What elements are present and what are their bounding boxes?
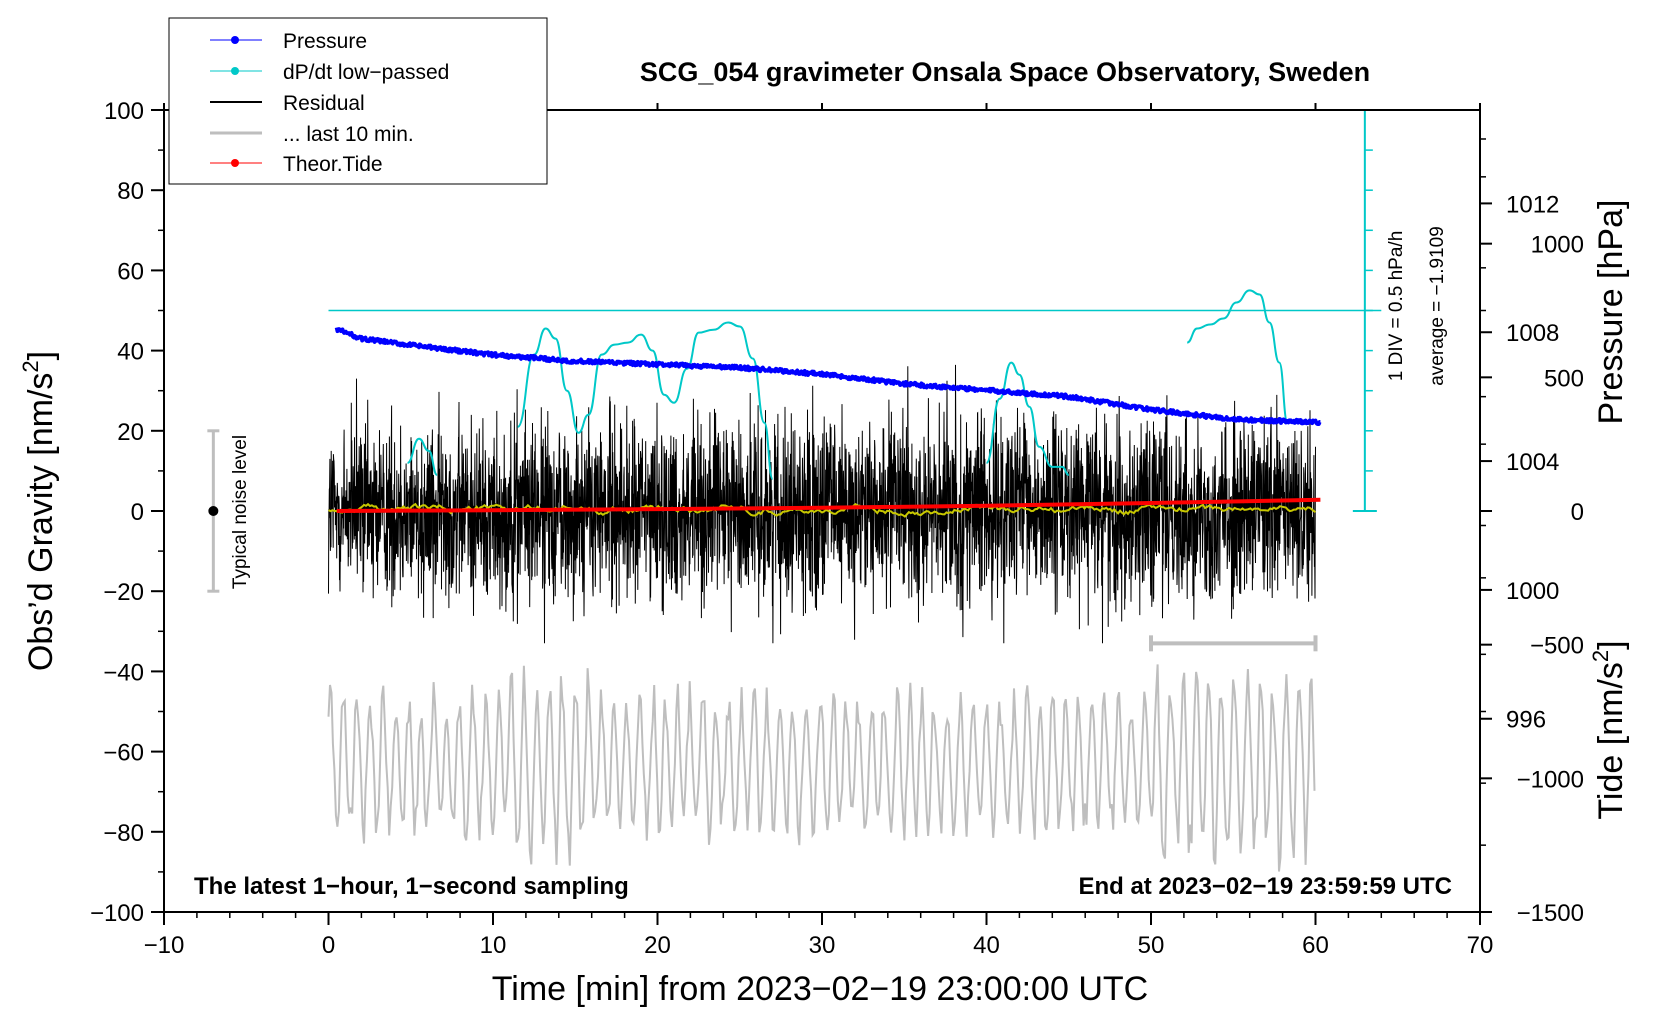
svg-text:Theor.Tide: Theor.Tide [283,153,383,176]
x-tick-label: 30 [809,932,836,959]
tide-axis-ticks: 1000 500 0 −500 −1000 −1500 [1480,176,1584,927]
y-tick-label: −40 [103,659,144,686]
noise-bar-center [208,506,219,516]
legend-marker-dpdt [231,67,239,75]
residual-smoothed-line [328,502,1317,518]
tide-tick-label: −500 [1530,633,1584,660]
legend-marker-pressure [231,36,239,44]
x-tick-label: 20 [644,932,671,959]
pressure-tick-label: 1000 [1506,578,1559,605]
theor-tide-series [336,497,1321,513]
x-tick-label: 60 [1302,932,1329,959]
pressure-tick-label: 1004 [1506,449,1559,476]
dpdt-series [407,289,1289,480]
last-10-min-series [327,664,1316,872]
legend-marker-tide [231,159,239,167]
svg-text:... last 10 min.: ... last 10 min. [283,123,414,146]
y-tick-label: −60 [103,740,144,767]
svg-text:Residual: Residual [283,92,365,115]
pressure-tick-label: 1008 [1506,320,1559,347]
pressure-tick-label: 1012 [1506,191,1559,218]
pressure-series [334,327,1322,426]
y-tick-label: −80 [103,820,144,847]
y-tick-label: −20 [103,579,144,606]
legend-item-tide: Theor.Tide [210,153,383,176]
legend: Pressure dP/dt low−passed Residual ... l… [168,17,548,185]
y-axis-left-ticks: 100 80 60 40 20 0 −20 −40 −60 −80 −100 [90,98,164,927]
end-time-note: End at 2023−02−19 23:59:59 UTC [1078,873,1452,900]
tide-tick-label: 500 [1544,365,1584,392]
y-tick-label: 80 [117,178,144,205]
y-tick-label: 100 [104,98,144,125]
y-tick-label: 0 [131,499,144,526]
y-tick-label: −100 [90,900,144,927]
x-tick-label: 70 [1467,932,1494,959]
x-axis-title: Time [min] from 2023−02−19 23:00:00 UTC [492,970,1148,1008]
legend-item-residual: Residual [210,92,365,115]
pressure-axis-ticks: 1012 1008 1004 1000 996 [1480,138,1559,784]
dpdt-line-segment [1186,289,1289,424]
x-tick-label: 10 [480,932,507,959]
theor-tide-line [336,497,1321,513]
last10-bracket [1149,635,1318,652]
x-tick-label: 0 [322,932,335,959]
legend-item-pressure: Pressure [210,30,367,53]
x-tick-label: −10 [144,932,185,959]
tide-tick-label: −1500 [1517,900,1584,927]
x-axis-ticks: −10 0 10 20 30 40 50 60 70 [144,103,1494,959]
last-10-min-line [327,664,1316,872]
y-axis-pressure-title: Pressure [hPa] [1592,200,1630,425]
y-tick-label: 20 [117,419,144,446]
svg-text:Pressure: Pressure [283,30,367,53]
legend-item-last10: ... last 10 min. [210,123,414,146]
y-tick-label: 60 [117,258,144,285]
dpdt-line-segment [407,437,439,476]
dpdt-line-segment [516,321,774,480]
pressure-tick-label: 996 [1506,707,1546,734]
legend-item-dpdt: dP/dt low−passed [210,61,449,84]
x-tick-label: 50 [1138,932,1165,959]
dpdt-average-label: average = −1.9109 [1427,226,1448,386]
chart-title: SCG_054 gravimeter Onsala Space Observat… [640,57,1370,87]
sampling-note: The latest 1−hour, 1−second sampling [194,873,629,900]
noise-level-bar [207,429,220,593]
tide-tick-label: 1000 [1531,232,1584,259]
y-tick-label: 40 [117,339,144,366]
dpdt-scale-label: 1 DIV = 0.5 hPa/h [1386,231,1407,382]
x-tick-label: 40 [973,932,1000,959]
tide-tick-label: 0 [1571,499,1584,526]
pressure-line [334,327,1322,426]
y-axis-left-title: Obs’d Gravity [nm/s2] [18,351,60,671]
residual-smoothed-series [328,502,1317,518]
y-axis-tide-title: Tide [nm/s2] [1588,640,1630,819]
dpdt-line-segment [985,361,1070,476]
svg-text:dP/dt low−passed: dP/dt low−passed [283,61,449,84]
noise-level-label: Typical noise level [230,435,251,589]
tide-tick-label: −1000 [1517,766,1584,793]
